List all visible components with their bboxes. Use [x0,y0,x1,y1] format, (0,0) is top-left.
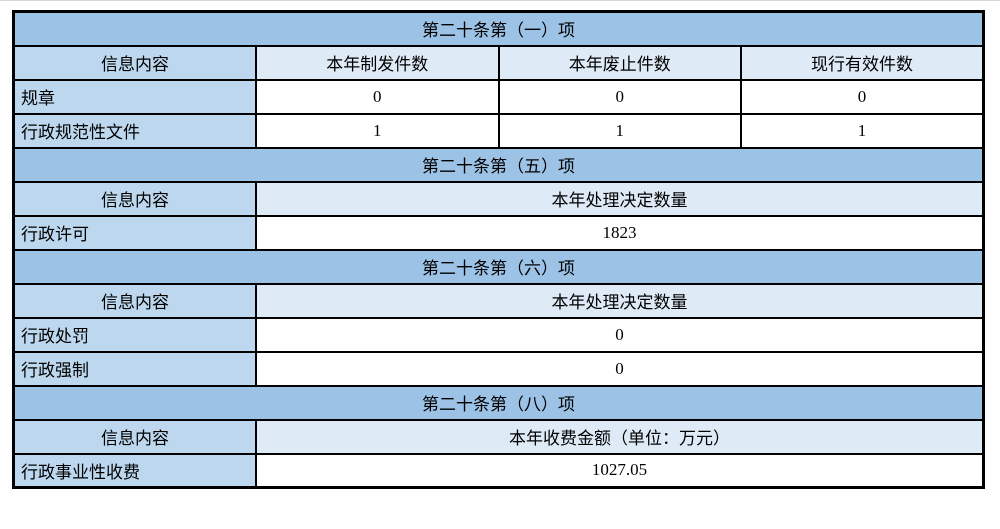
cell-value: 0 [740,78,985,115]
column-header-row: 信息内容 本年收费金额（单位：万元） [12,418,985,455]
column-header: 本年处理决定数量 [255,180,985,217]
row-label: 行政强制 [12,350,257,387]
table-row: 行政处罚 0 [12,316,985,353]
cell-value: 1 [255,112,500,149]
column-header: 本年制发件数 [255,44,500,81]
cell-value: 0 [255,316,985,353]
table-row: 行政规范性文件 1 1 1 [12,112,985,149]
cell-value: 1 [740,112,985,149]
info-content-header: 信息内容 [12,180,257,217]
column-header-row: 信息内容 本年处理决定数量 [12,282,985,319]
section-title: 第二十条第（六）项 [12,248,985,285]
row-label: 行政事业性收费 [12,452,257,489]
section-title: 第二十条第（八）项 [12,384,985,421]
statistics-table: 第二十条第（一）项 信息内容 本年制发件数 本年废止件数 现行有效件数 规章 0 0 0 行政规范… [12,10,985,489]
column-header: 现行有效件数 [740,44,985,81]
column-header-row: 信息内容 本年处理决定数量 [12,180,985,217]
table-row: 行政许可 1823 [12,214,985,251]
row-label: 行政许可 [12,214,257,251]
section-title-row: 第二十条第（一）项 [12,10,985,47]
cell-value: 0 [255,78,500,115]
column-header: 本年废止件数 [497,44,742,81]
info-content-header: 信息内容 [12,282,257,319]
column-header: 本年收费金额（单位：万元） [255,418,985,455]
cell-value: 1027.05 [255,452,985,489]
info-content-header: 信息内容 [12,44,257,81]
cell-value: 0 [497,78,742,115]
row-label: 规章 [12,78,257,115]
section-title: 第二十条第（一）项 [12,10,985,47]
column-header-row: 信息内容 本年制发件数 本年废止件数 现行有效件数 [12,44,985,81]
column-header: 本年处理决定数量 [255,282,985,319]
section-title: 第二十条第（五）项 [12,146,985,183]
cell-value: 1823 [255,214,985,251]
table-row: 行政强制 0 [12,350,985,387]
row-label: 行政规范性文件 [12,112,257,149]
section-title-row: 第二十条第（八）项 [12,384,985,421]
table-row: 规章 0 0 0 [12,78,985,115]
cell-value: 0 [255,350,985,387]
info-content-header: 信息内容 [12,418,257,455]
section-title-row: 第二十条第（五）项 [12,146,985,183]
page-top-divider [0,0,1000,1]
table-row: 行政事业性收费 1027.05 [12,452,985,489]
cell-value: 1 [497,112,742,149]
section-title-row: 第二十条第（六）项 [12,248,985,285]
row-label: 行政处罚 [12,316,257,353]
